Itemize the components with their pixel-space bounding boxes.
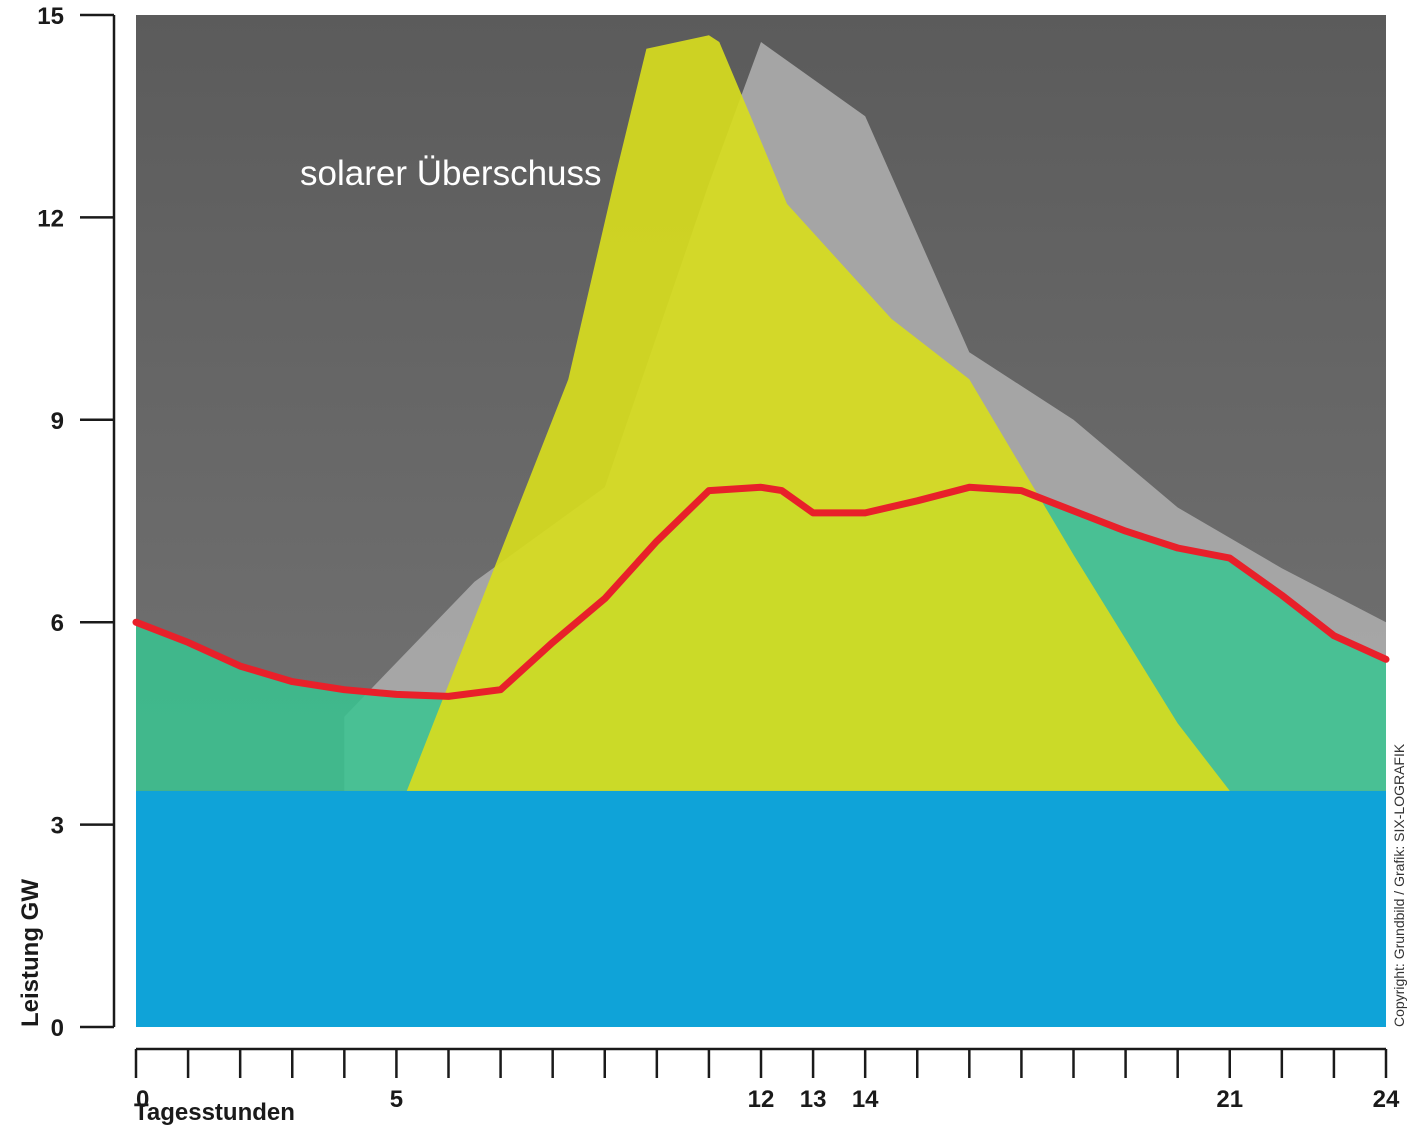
x-tick-label: 12 (748, 1086, 775, 1113)
y-tick-label: 6 (51, 610, 64, 637)
chart-axes: 0 3 6 9 12 15 0 5 12 13 14 21 24 (37, 3, 1400, 1113)
x-tick-label: 24 (1373, 1086, 1400, 1113)
credit-text: Copyright: Grundbild / Grafik: SIX-LOGRA… (1391, 743, 1407, 1027)
x-axis-title: Tagesstunden (134, 1099, 295, 1126)
series-band (136, 790, 1386, 1027)
x-tick-label: 0 (136, 1086, 149, 1113)
x-tick-label: 13 (800, 1086, 827, 1113)
series-line (132, 483, 1390, 700)
x-tick-label: 21 (1216, 1086, 1243, 1113)
series-area-3 (406, 35, 1230, 791)
y-tick-label: 15 (37, 3, 64, 30)
y-tick-label: 0 (51, 1015, 64, 1042)
annotation-label: solarer Überschuss (300, 154, 602, 193)
x-tick-label: 5 (390, 1086, 403, 1113)
x-tick-label: 14 (852, 1086, 879, 1113)
y-axis-title: Leistung GW (17, 879, 44, 1027)
y-tick-label: 9 (51, 408, 64, 435)
chart-layers (132, 35, 1390, 1027)
y-tick-label: 12 (37, 205, 64, 232)
y-tick-label: 3 (51, 813, 64, 840)
